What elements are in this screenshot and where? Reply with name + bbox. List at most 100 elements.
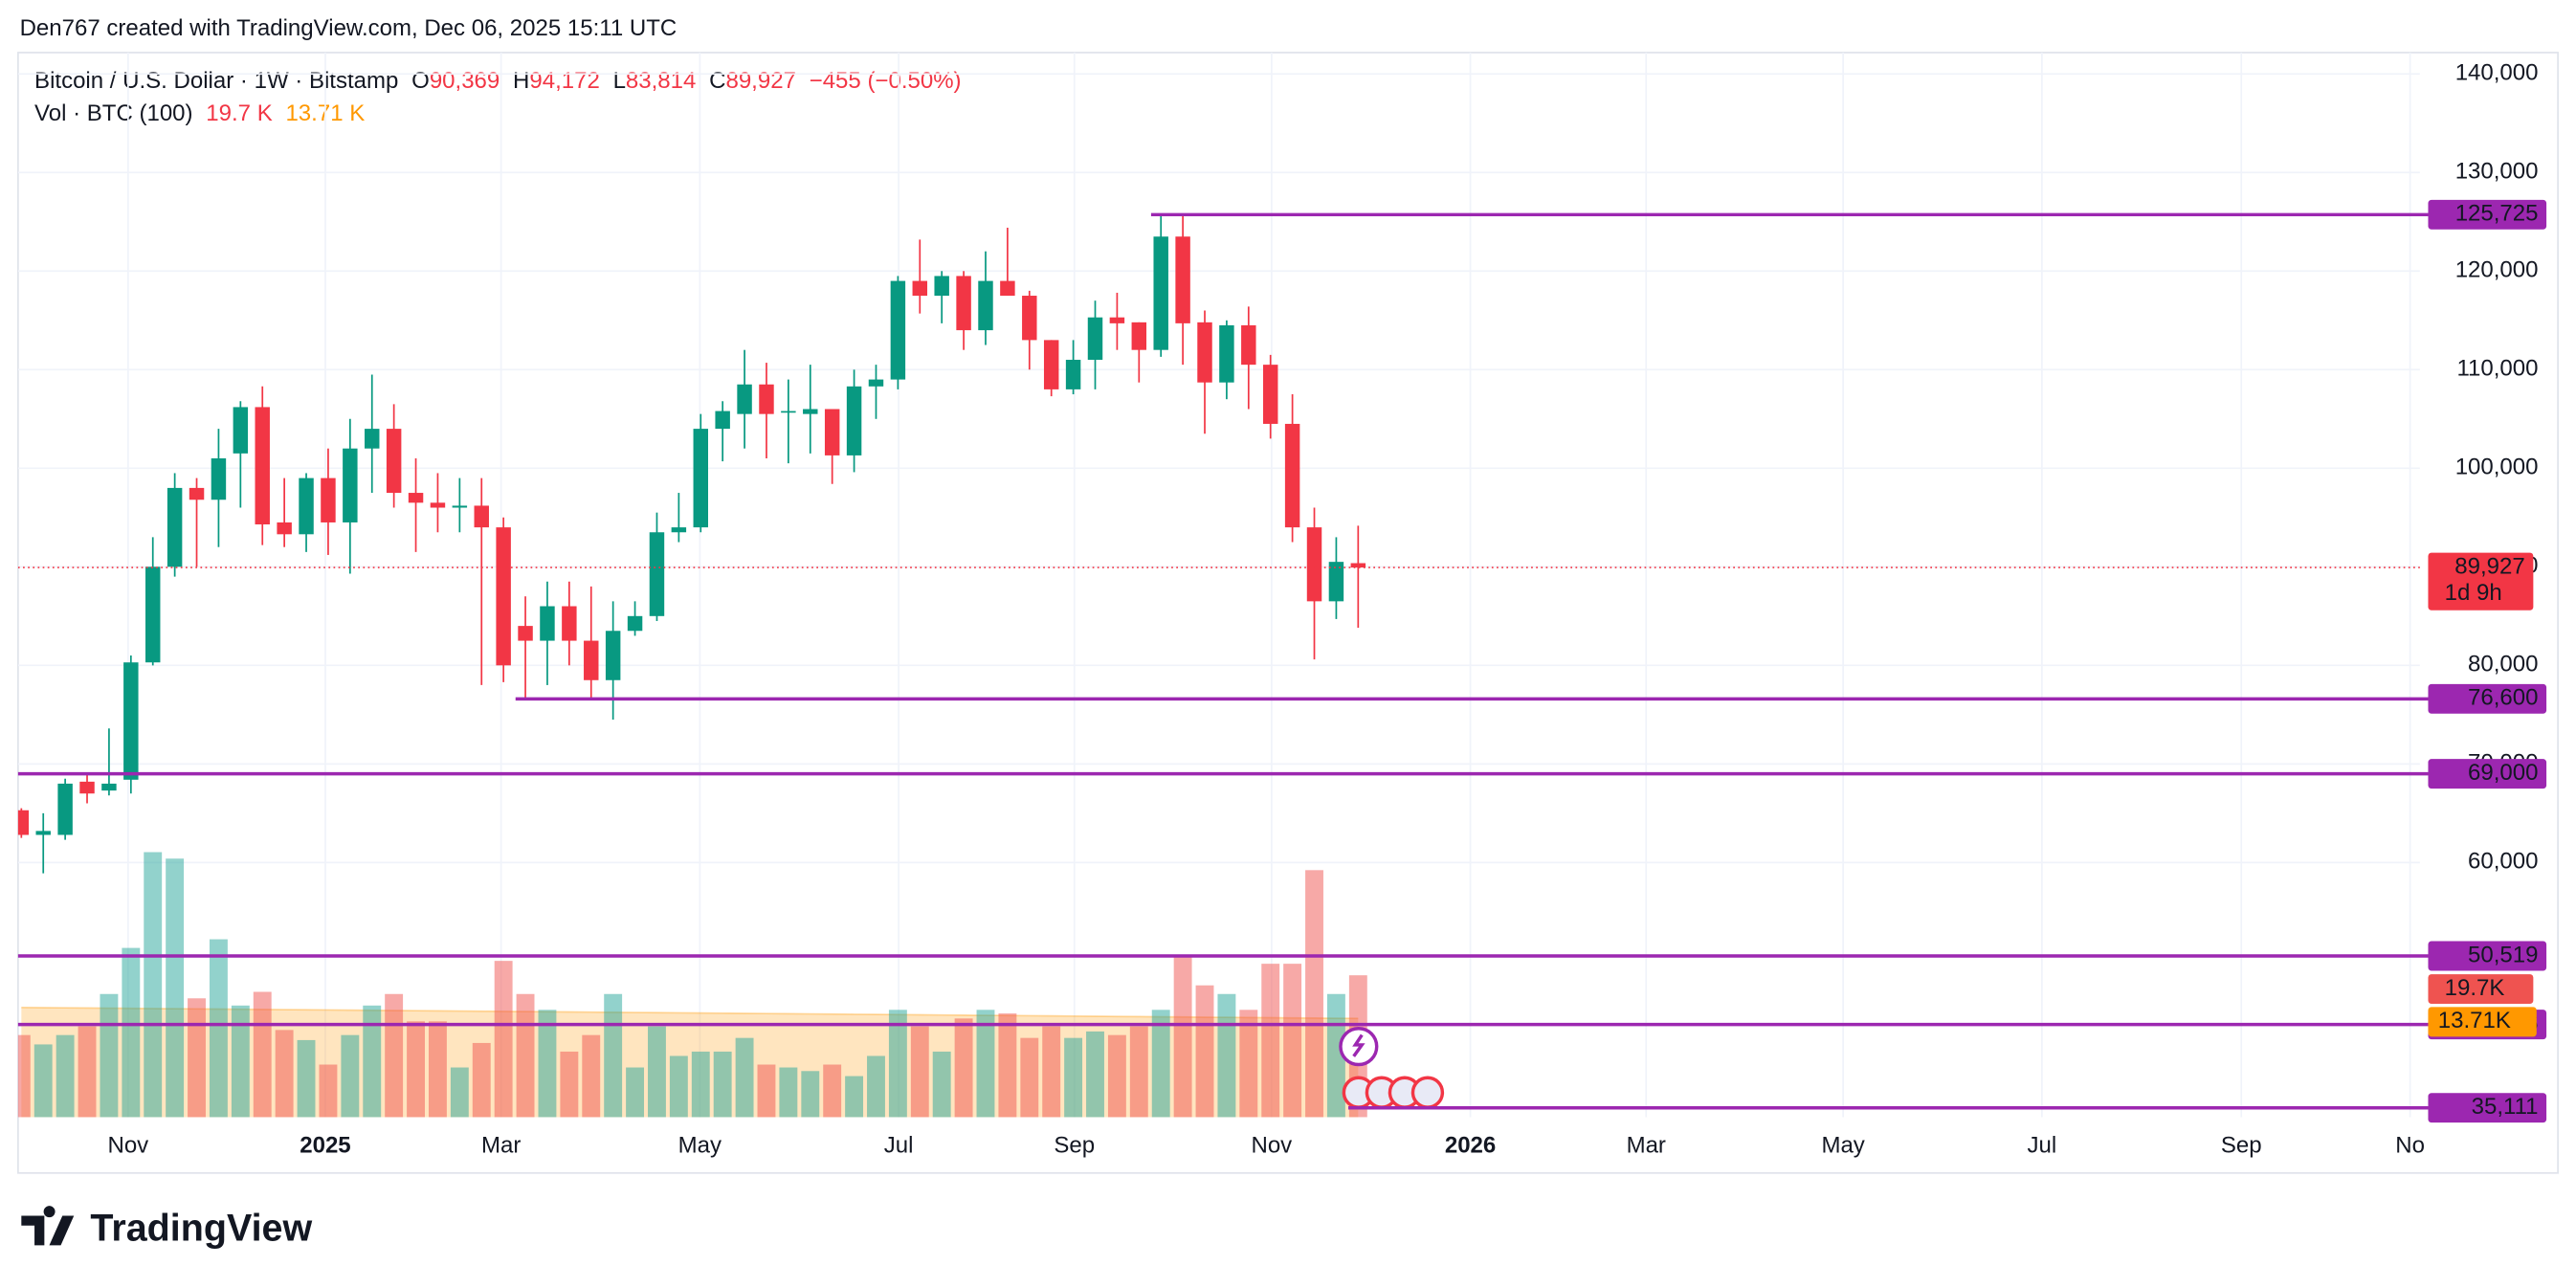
volume-bar [604,993,623,1118]
candle-body [803,409,818,414]
volume-bar [691,1051,710,1118]
candle-body [1043,340,1059,389]
x-tick-label: May [678,1133,722,1159]
volume-bar [1064,1037,1083,1118]
plot-area [17,52,2420,1118]
volume-bar [144,852,163,1118]
volume-name: Vol · BTC (100) [34,101,193,127]
level-label: 35,111 [2472,1094,2539,1120]
candle-body [1065,359,1081,389]
volume-bar [713,1051,732,1118]
event-bolt [1352,1033,1366,1057]
volume-bar [801,1071,820,1118]
candle-body [145,566,161,663]
volume-bar [166,858,185,1118]
volume-bar [1283,964,1302,1118]
candle-body [299,477,314,535]
candle-body [452,505,468,508]
candle-body [1241,324,1256,366]
candle-body [562,606,577,641]
volume-bar [319,1064,338,1118]
volume-bar [450,1067,469,1118]
volume-bar [823,1064,842,1118]
level-tag [2428,1093,2547,1123]
volume-bar [429,1021,447,1118]
candle-body [693,429,708,528]
y-tick-label: 80,000 [2468,652,2538,677]
volume-bar [867,1055,885,1118]
volume-tag-label: 19.7K [2445,975,2505,1001]
candle-body [35,831,51,835]
change-value: −455 (−0.50%) [810,68,962,94]
volume-bar [1129,1026,1148,1118]
candle-body [123,662,139,780]
volume-bar [976,1010,995,1118]
x-tick-label: May [1821,1133,1864,1159]
volume-bar [100,993,119,1118]
candle-body [1109,317,1125,323]
volume-bar [363,1005,382,1118]
volume-bar [188,998,206,1118]
attribution: Den767 created with TradingView.com, Dec… [20,15,677,41]
volume-bar [275,1030,294,1118]
candle-body [57,783,73,835]
candle-body [759,384,774,414]
brand-name: TradingView [90,1207,312,1249]
candle-body [715,411,730,430]
x-tick-label: 2026 [1445,1133,1496,1159]
candle-body [321,477,336,522]
volume-bar [122,947,141,1118]
candle-body [846,386,862,455]
volume-bar [910,1026,929,1118]
candle-body [934,276,949,297]
volume-bar [472,1042,491,1118]
candle-body [978,280,993,331]
candle-body [671,527,687,533]
volume-bar [1239,1010,1258,1118]
volume-bar [1173,955,1192,1118]
candle-body [79,781,95,794]
candle-body [211,458,227,500]
x-tick-label: Sep [1054,1133,1095,1159]
y-tick-label: 110,000 [2456,356,2538,382]
close-key: C [709,68,725,94]
open-value: 90,369 [430,68,500,94]
volume-bar [648,1026,666,1118]
volume-legend: Vol · BTC (100) 19.7 K 13.71 K [34,101,365,127]
y-tick-label: 140,000 [2455,60,2539,86]
volume-bar [582,1034,601,1118]
candle-body [868,379,884,387]
candle-body [781,411,796,413]
level-label: 125,725 [2455,201,2539,227]
volume-bar [407,1021,425,1118]
volume-bar [253,991,272,1118]
last-price-label: 89,927 [2454,553,2524,579]
legend: Bitcoin / U.S. Dollar · 1W · Bitstamp O90… [34,68,962,94]
level-tag [2428,759,2547,789]
volume-bar [1195,985,1214,1118]
candle-body [1087,317,1103,360]
candle-body [189,487,205,500]
x-tick-label: No [2395,1133,2425,1159]
x-tick-label: 2025 [300,1133,350,1159]
volume-bar [17,1034,31,1118]
volume-bar [735,1037,754,1118]
x-tick-label: Nov [1251,1133,1292,1159]
volume-bar [78,1026,97,1118]
volume-bar [1107,1034,1126,1118]
candle-body [255,407,270,525]
high-value: 94,172 [529,68,599,94]
candle-body [1328,562,1344,602]
volume-ma-tag-label: 13.71K [2438,1008,2511,1033]
volume-bar [998,1013,1017,1118]
low-value: 83,814 [626,68,696,94]
candle-body [233,407,249,454]
candle-body [365,429,380,449]
candle-body [167,487,183,567]
candle-body [408,493,424,503]
volume-bar [932,1051,951,1118]
volume-bar [297,1039,316,1118]
x-tick-label: Sep [2221,1133,2262,1159]
volume-bar [1020,1037,1039,1118]
